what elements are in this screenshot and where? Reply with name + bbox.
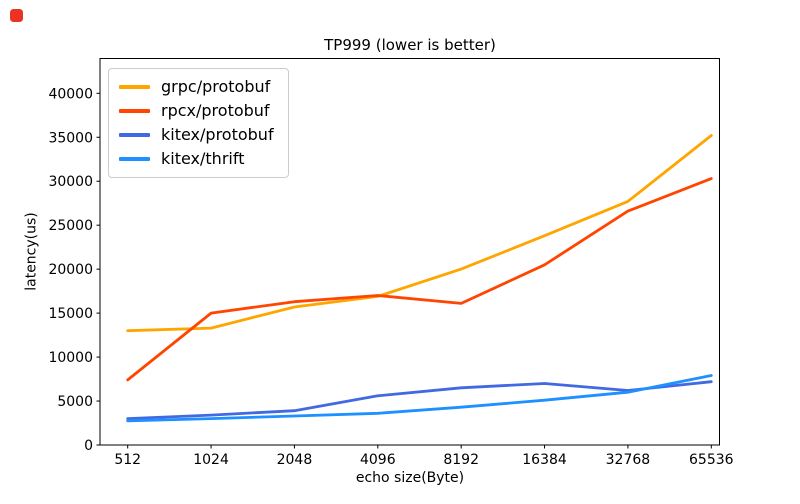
- legend-line-swatch: [119, 109, 150, 113]
- x-tick-label: 2048: [277, 452, 313, 468]
- legend-entry: rpcx/protobuf: [119, 99, 274, 123]
- x-tick-label: 4096: [360, 452, 396, 468]
- series-line-kitex-thrift: [126, 374, 713, 423]
- y-axis-label: latency(us): [23, 212, 40, 291]
- legend-entry: kitex/protobuf: [119, 123, 274, 147]
- legend-line-swatch: [119, 133, 150, 137]
- y-tick-label: 25000: [48, 218, 93, 234]
- legend-label: kitex/protobuf: [161, 125, 274, 144]
- x-tick-label: 8192: [443, 452, 479, 468]
- y-axis: 0 5000 10000 15000 20000 25000 30000 35000 40000: [48, 86, 100, 454]
- y-tick-label: 40000: [48, 86, 93, 102]
- legend-line-swatch: [119, 85, 150, 89]
- series-line-grpc-protobuf: [126, 134, 713, 333]
- y-tick-label: 15000: [48, 306, 93, 322]
- y-tick-label: 0: [84, 438, 93, 454]
- x-axis: 512 1024 2048 4096 8192 16384 32768 65536: [114, 445, 734, 468]
- series-line-rpcx-protobuf: [126, 177, 713, 382]
- legend-label: rpcx/protobuf: [161, 101, 270, 120]
- x-tick-label: 65536: [689, 452, 734, 468]
- legend-entry: grpc/protobuf: [119, 75, 274, 99]
- legend-label: kitex/thrift: [161, 149, 245, 168]
- legend-label: grpc/protobuf: [161, 77, 271, 96]
- x-axis-label: echo size(Byte): [355, 470, 465, 486]
- series-line-kitex-protobuf: [126, 380, 713, 421]
- x-tick-label: 16384: [522, 452, 567, 468]
- x-tick-label: 512: [114, 452, 141, 468]
- y-tick-label: 30000: [48, 174, 93, 190]
- x-tick-label: 1024: [193, 452, 229, 468]
- x-tick-label: 32768: [606, 452, 651, 468]
- y-tick-label: 10000: [48, 350, 93, 366]
- legend-line-swatch: [119, 157, 150, 161]
- legend: grpc/protobuf rpcx/protobuf kitex/protobuf…: [108, 68, 289, 178]
- legend-entry: kitex/thrift: [119, 147, 274, 171]
- y-tick-label: 20000: [48, 262, 93, 278]
- chart-title: TP999 (lower is better): [324, 36, 496, 54]
- y-tick-label: 35000: [48, 130, 93, 146]
- red-dot-icon: [10, 9, 23, 22]
- plot-border: [99, 58, 720, 446]
- y-tick-label: 5000: [57, 394, 93, 410]
